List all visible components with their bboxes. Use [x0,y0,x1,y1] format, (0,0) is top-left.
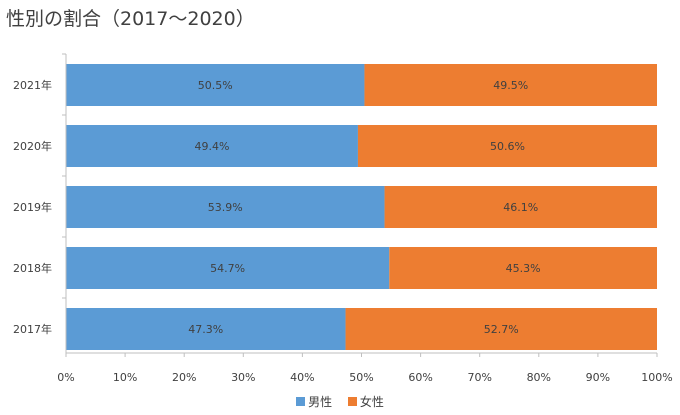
x-tick-label: 10% [113,371,137,384]
data-label: 49.5% [493,79,528,92]
bar-segment-female [389,247,657,289]
bar-segment-male [66,64,365,106]
bar-segment-female [364,64,657,106]
legend: 男性 女性 [0,393,680,410]
data-label: 49.4% [195,140,230,153]
data-label: 50.5% [198,79,233,92]
legend-label-male: 男性 [308,395,333,409]
legend-swatch-male [296,397,306,406]
x-tick-label: 30% [231,371,255,384]
data-label: 52.7% [484,323,519,336]
category-label: 2017年 [13,322,52,336]
chart-title: 性別の割合（2017～2020） [6,8,255,30]
bar-segment-male [66,125,358,167]
data-label: 50.6% [490,140,525,153]
bar-segment-female [345,308,657,350]
category-label: 2021年 [13,78,52,92]
x-tick-label: 60% [408,371,432,384]
x-tick-label: 100% [641,371,672,384]
legend-label-female: 女性 [359,395,384,409]
legend-item-female: 女性 [347,393,384,410]
bar-segment-male [66,247,390,289]
data-label: 54.7% [210,262,245,275]
category-label: 2020年 [13,139,52,153]
bar-segment-female [384,186,657,228]
data-label: 46.1% [503,201,538,214]
data-label: 45.3% [506,262,541,275]
category-label: 2018年 [13,261,52,275]
legend-item-male: 男性 [296,393,332,410]
x-tick-label: 0% [57,371,74,384]
data-label: 53.9% [208,201,243,214]
stacked-bar-chart: 50.5% 49.5% 2021年 49.4% 50.6% 2020年 53.9% 46.1%… [13,53,673,384]
x-tick-label: 70% [467,371,491,384]
x-tick-label: 80% [527,371,551,384]
category-label: 2019年 [13,200,52,214]
bar-segment-male [66,308,346,350]
bar-segment-male [66,186,385,228]
x-tick-label: 40% [290,371,314,384]
x-tick-label: 20% [172,371,196,384]
x-tick-label: 90% [586,371,610,384]
bar-segment-female [357,125,657,167]
legend-swatch-female [347,397,357,406]
data-label: 47.3% [188,323,223,336]
x-tick-label: 50% [349,371,373,384]
